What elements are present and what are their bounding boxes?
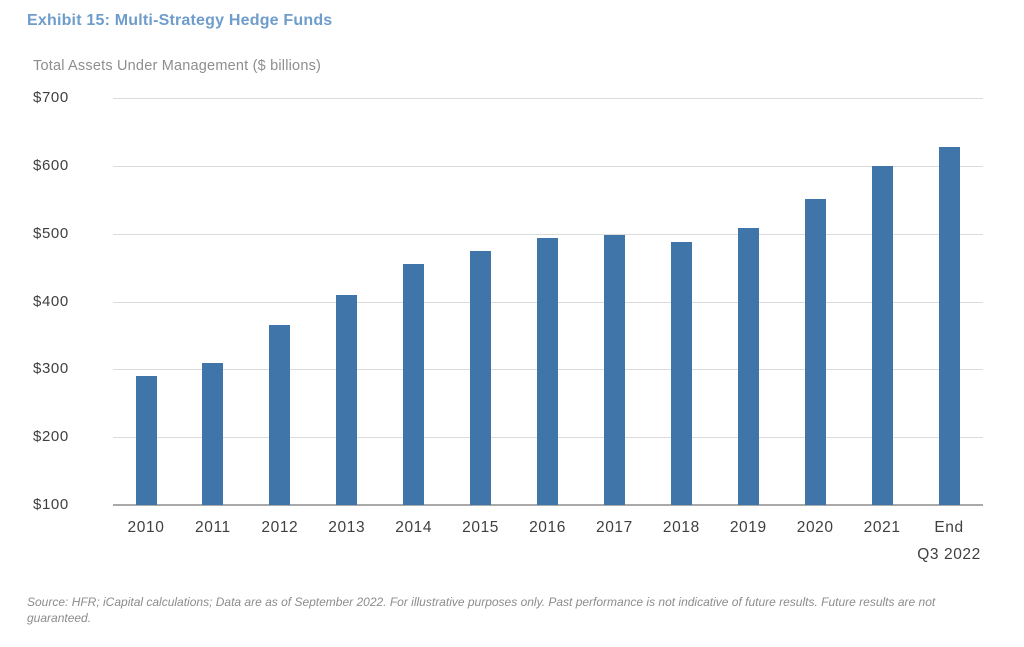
bar-2021 [871,165,893,505]
x-tick-label-2015: 2015 [462,519,500,536]
y-tick-label-100: $100 [33,496,69,513]
y-tick-label-300: $300 [33,360,69,378]
y-tick-label-600: $600 [33,156,69,174]
source-note: Source: HFR; iCapital calculations; Data… [27,595,936,625]
chart-subtitle: Total Assets Under Management ($ billion… [33,58,322,74]
bar-2020 [804,199,826,505]
bar-2017 [603,235,625,505]
x-tick-label-2014: 2014 [395,519,433,536]
gridline-600 [113,165,983,167]
bar-2015 [470,250,492,505]
bar-2019 [737,228,759,505]
bar-2012 [269,325,291,505]
x-tick-label-2011: 2011 [195,519,231,536]
x-tick-label-2013: 2013 [328,519,366,536]
bar-2018 [670,242,692,505]
x-tick-label-2017: 2017 [595,519,633,536]
x-tick-label-2016: 2016 [529,519,566,536]
bar-end-q3-2022 [938,146,960,505]
x-tick-label-2010: 2010 [127,519,165,536]
x-axis-line [113,504,983,506]
x-tick-label-2020: 2020 [796,519,834,536]
bar-2016 [537,237,559,505]
y-tick-label-200: $200 [33,428,69,446]
y-tick-label-400: $400 [33,292,69,310]
bar-2013 [336,294,358,505]
x-tick-label-end-q3-2022: End Q3 2022 [917,519,981,563]
bar-2010 [135,376,157,505]
y-tick-label-500: $500 [33,224,69,242]
y-tick-label-700: $700 [33,89,69,106]
bar-2014 [403,263,425,505]
x-tick-label-2021: 2021 [863,519,901,536]
plot-area [113,98,983,506]
exhibit-title: Exhibit 15: Multi-Strategy Hedge Funds [27,12,333,29]
gridline-700 [113,98,983,99]
bar-2011 [202,362,224,505]
x-tick-label-2019: 2019 [729,519,767,536]
x-tick-label-2018: 2018 [662,519,700,536]
gridline-500 [113,233,983,235]
x-tick-label-2012: 2012 [261,519,299,536]
